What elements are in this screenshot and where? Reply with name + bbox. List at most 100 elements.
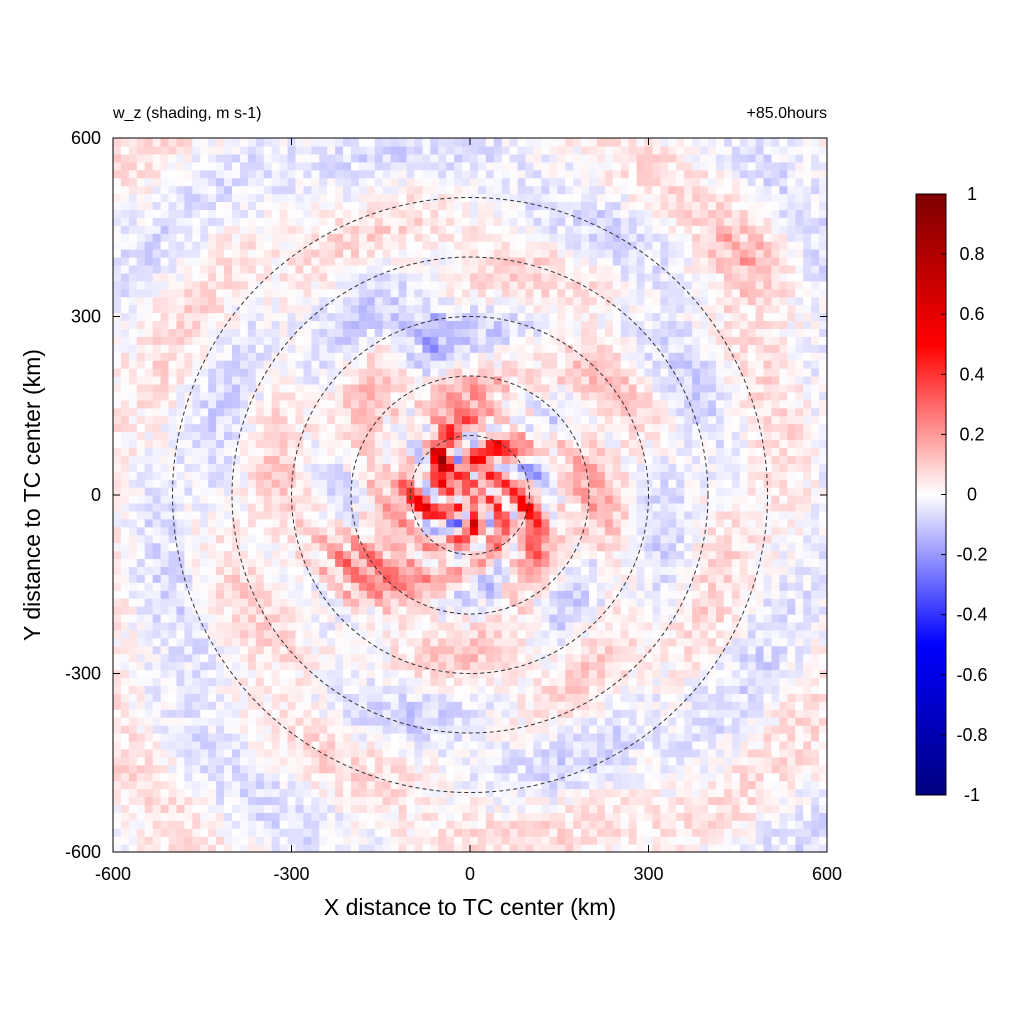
heatmap-cell [311, 693, 320, 702]
heatmap-cell [541, 780, 550, 790]
heatmap-cell [136, 756, 146, 766]
heatmap-cell [620, 701, 630, 710]
heatmap-cell [676, 764, 685, 774]
heatmap-cell [589, 740, 598, 750]
heatmap-cell [565, 629, 574, 639]
heatmap-cell [525, 598, 535, 607]
heatmap-cell [723, 614, 733, 623]
heatmap-cell [620, 621, 630, 631]
heatmap-cell [398, 558, 408, 567]
heatmap-cell [708, 780, 717, 790]
heatmap-cell [644, 828, 654, 837]
heatmap-cell [208, 423, 217, 433]
heatmap-cell [811, 550, 820, 560]
heatmap-cell [493, 518, 503, 528]
heatmap-cell [255, 415, 265, 425]
heatmap-cell [470, 653, 479, 663]
heatmap-cell [692, 772, 701, 782]
heatmap-cell [462, 637, 471, 647]
heatmap-cell [501, 788, 511, 798]
heatmap-cell [612, 518, 622, 528]
heatmap-cell [271, 780, 281, 790]
heatmap-cell [224, 748, 233, 758]
heatmap-cell [533, 733, 542, 742]
heatmap-cell [462, 629, 471, 639]
heatmap-cell [200, 756, 209, 766]
heatmap-cell [731, 677, 741, 686]
heatmap-cell [803, 796, 812, 805]
heatmap-cell [771, 495, 780, 504]
heatmap-cell [763, 788, 773, 798]
heatmap-cell [374, 637, 384, 647]
heatmap-cell [573, 740, 582, 750]
heatmap-cell [485, 836, 495, 845]
heatmap-cell [723, 550, 733, 560]
heatmap-cell [192, 510, 201, 520]
heatmap-cell [319, 772, 328, 782]
heatmap-cell [517, 439, 527, 448]
heatmap-cell [715, 598, 725, 607]
heatmap-cell [787, 590, 796, 599]
heatmap-cell [620, 502, 630, 512]
heatmap-cell [216, 407, 225, 417]
heatmap-cell [406, 645, 416, 655]
heatmap-cell [160, 407, 170, 417]
heatmap-cell [446, 717, 455, 726]
heatmap-cell [287, 423, 297, 433]
heatmap-cell [263, 733, 273, 742]
heatmap-cell [636, 740, 646, 750]
heatmap-cell [160, 471, 170, 480]
heatmap-cell [414, 748, 423, 758]
heatmap-cell [239, 423, 249, 433]
heatmap-cell [335, 415, 344, 425]
heatmap-cell [636, 574, 646, 583]
heatmap-cell [446, 487, 455, 496]
heatmap-cell [382, 812, 392, 821]
heatmap-cell [398, 844, 408, 852]
heatmap-cell [771, 542, 780, 552]
heatmap-cell [232, 407, 241, 417]
heatmap-cell [747, 836, 757, 845]
heatmap-cell [462, 717, 471, 726]
heatmap-cell [652, 645, 661, 655]
heatmap-cell [208, 796, 217, 805]
heatmap-cell [263, 431, 273, 441]
heatmap-cell [668, 431, 677, 441]
heatmap-cell [128, 836, 138, 845]
heatmap-cell [731, 487, 741, 496]
heatmap-cell [120, 510, 130, 520]
heatmap-cell [406, 479, 416, 488]
heatmap-cell [113, 407, 122, 417]
heatmap-cell [779, 614, 788, 623]
heatmap-cell [208, 669, 217, 679]
heatmap-cell [708, 844, 717, 852]
heatmap-cell [462, 447, 471, 456]
heatmap-cell [319, 526, 328, 536]
heatmap-cell [715, 828, 725, 837]
heatmap-cell [271, 495, 281, 504]
heatmap-cell [485, 621, 495, 631]
heatmap-cell [612, 653, 622, 663]
heatmap-cell [811, 725, 820, 734]
heatmap-cell [184, 423, 193, 433]
heatmap-cell [303, 717, 312, 726]
heatmap-cell [811, 566, 820, 575]
heatmap-cell [406, 701, 416, 710]
heatmap-cell [462, 439, 471, 448]
heatmap-cell [477, 423, 487, 433]
heatmap-cell [660, 740, 669, 750]
heatmap-cell [501, 764, 511, 774]
heatmap-cell [303, 606, 312, 615]
heatmap-cell [366, 788, 376, 798]
heatmap-cell [819, 693, 827, 702]
heatmap-cell [128, 518, 138, 528]
heatmap-cell [795, 479, 804, 488]
heatmap-cell [295, 534, 304, 544]
heatmap-cell [263, 447, 273, 456]
heatmap-cell [755, 637, 765, 647]
heatmap-cell [747, 756, 757, 766]
heatmap-cell [208, 431, 217, 441]
heatmap-cell [581, 764, 590, 774]
heatmap-cell [565, 439, 574, 448]
heatmap-cell [533, 629, 542, 639]
